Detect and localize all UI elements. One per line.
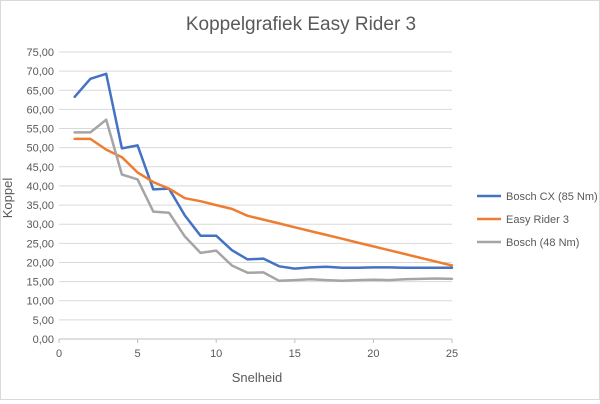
y-tick-label: 40,00 xyxy=(26,181,54,193)
y-tick-label: 35,00 xyxy=(26,200,54,212)
x-tick-label: 20 xyxy=(367,348,379,360)
y-tick-label: 50,00 xyxy=(26,143,54,155)
series-line-3 xyxy=(73,118,454,283)
legend-label: Bosch CX (85 Nm) xyxy=(506,191,598,203)
legend-label: Bosch (48 Nm) xyxy=(506,237,579,249)
y-tick-label: 10,00 xyxy=(26,296,54,308)
y-tick-label: 60,00 xyxy=(26,104,54,116)
y-tick-label: 65,00 xyxy=(26,85,54,97)
series-line-1 xyxy=(73,72,454,270)
y-axis-title: Koppel xyxy=(1,178,15,219)
y-tick-label: 70,00 xyxy=(26,66,54,78)
y-tick-label: 45,00 xyxy=(26,162,54,174)
y-tick-label: 0,00 xyxy=(33,334,54,346)
chart-title: Koppelgrafiek Easy Rider 3 xyxy=(186,14,416,35)
y-tick-label: 30,00 xyxy=(26,219,54,231)
series-line-2 xyxy=(73,137,454,267)
x-tick-label: 5 xyxy=(135,348,141,360)
x-tick-label: 25 xyxy=(446,348,458,360)
x-tick-label: 0 xyxy=(56,348,62,360)
y-tick-label: 55,00 xyxy=(26,124,54,136)
y-tick-label: 15,00 xyxy=(26,277,54,289)
y-tick-label: 75,00 xyxy=(26,47,54,59)
legend-label: Easy Rider 3 xyxy=(506,214,569,226)
y-tick-label: 5,00 xyxy=(33,315,54,327)
y-tick-label: 25,00 xyxy=(26,238,54,250)
x-tick-label: 15 xyxy=(289,348,301,360)
x-axis-title: Snelheid xyxy=(232,370,283,385)
plot-area xyxy=(73,72,454,283)
y-tick-label: 20,00 xyxy=(26,257,54,269)
x-tick-label: 10 xyxy=(210,348,222,360)
legend: Bosch CX (85 Nm) Easy Rider 3 Bosch (48 Nm… xyxy=(477,191,598,249)
axes: 0,00 5,00 10,00 15,00 20,00 25,00 30,00 35,00 40… xyxy=(26,47,458,360)
grid-lines xyxy=(59,51,452,321)
